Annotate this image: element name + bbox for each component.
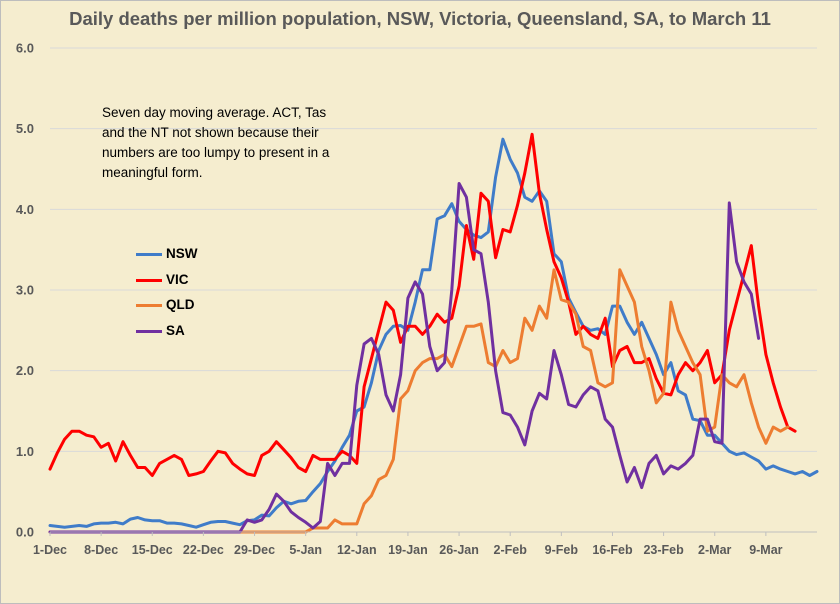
x-tick-label: 16-Feb <box>592 543 633 557</box>
series-line-qld <box>48 268 790 534</box>
x-tick-label: 1-Dec <box>33 543 67 557</box>
legend-swatch-sa <box>136 329 162 333</box>
y-tick-label: 2.0 <box>16 363 34 378</box>
series-line-sa <box>48 182 761 534</box>
legend-label-vic: VIC <box>166 271 189 287</box>
x-tick-label: 9-Feb <box>545 543 579 557</box>
legend-label-sa: SA <box>166 322 185 338</box>
legend-label-qld: QLD <box>166 297 195 312</box>
y-tick-label: 0.0 <box>16 525 34 540</box>
x-tick-label: 5-Jan <box>289 543 322 557</box>
x-tick-label: 29-Dec <box>234 543 275 557</box>
x-tick-label: 19-Jan <box>388 543 428 557</box>
y-tick-label: 1.0 <box>16 444 34 459</box>
x-tick-label: 23-Feb <box>643 543 684 557</box>
x-tick-label: 22-Dec <box>183 543 224 557</box>
axes: 0.0 1.0 2.0 3.0 4.0 5.0 6.0 1-Dec 8-Dec 15-Dec 22-… <box>16 41 817 557</box>
chart-annotation: Seven day moving average. ACT, Tas and t… <box>102 105 330 180</box>
y-tick-label: 3.0 <box>16 283 34 298</box>
y-tick-label: 6.0 <box>16 41 34 56</box>
legend-swatch-qld <box>136 304 162 307</box>
x-tick-label: 2-Feb <box>494 543 528 557</box>
series-line-nsw <box>48 137 819 529</box>
x-tick-label: 9-Mar <box>749 543 782 557</box>
gridlines <box>50 47 817 452</box>
legend-swatch-vic <box>136 278 162 282</box>
legend-label-nsw: NSW <box>166 246 198 261</box>
series-line-vic <box>48 132 797 477</box>
x-tick-label: 26-Jan <box>439 543 479 557</box>
x-tick-label: 2-Mar <box>698 543 731 557</box>
chart-title: Daily deaths per million population, NSW… <box>69 8 771 29</box>
y-tick-label: 5.0 <box>16 121 34 136</box>
x-tick-label: 12-Jan <box>337 543 377 557</box>
x-tick-label: 8-Dec <box>84 543 118 557</box>
x-tick-label: 15-Dec <box>132 543 173 557</box>
y-tick-label: 4.0 <box>16 202 34 217</box>
legend-swatch-nsw <box>136 253 162 256</box>
